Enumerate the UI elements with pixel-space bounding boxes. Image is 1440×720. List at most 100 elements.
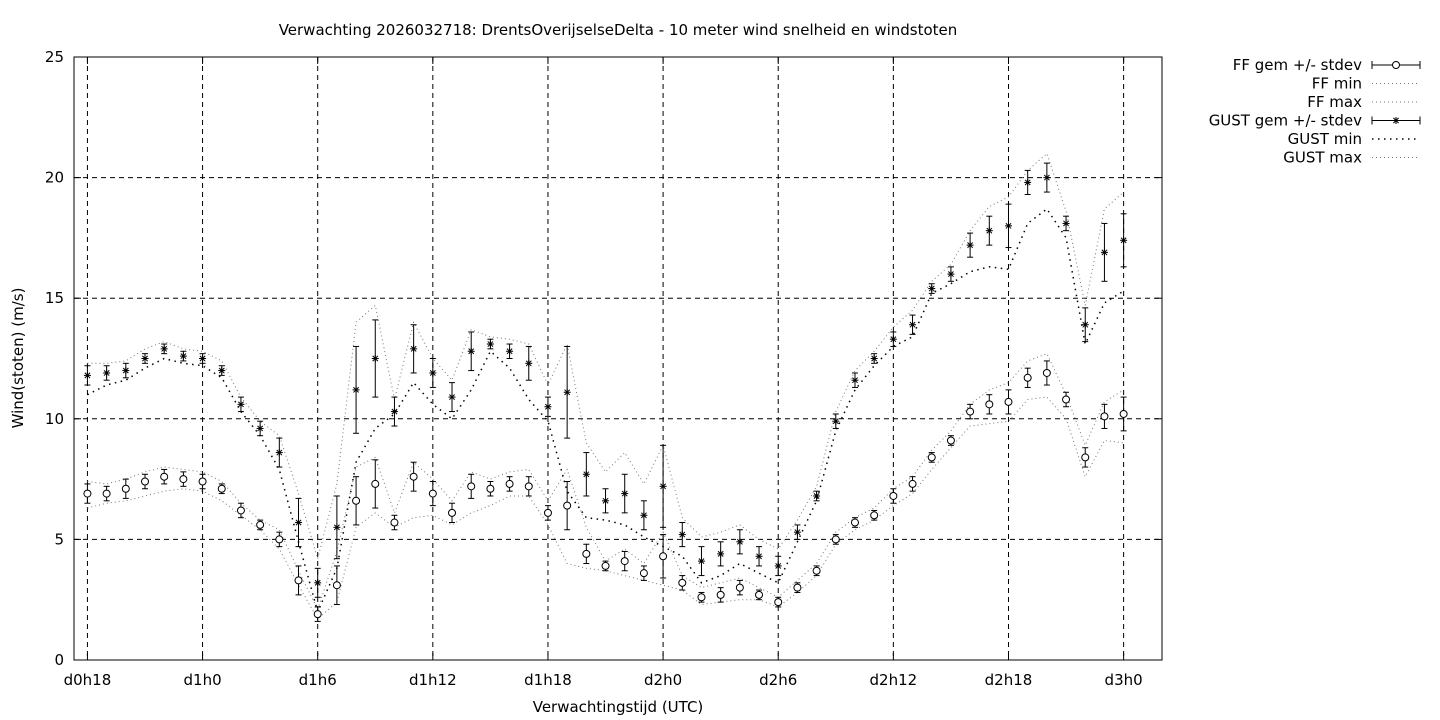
gust-point bbox=[371, 355, 379, 362]
legend-label-gust-min: GUST min bbox=[1288, 130, 1362, 148]
gust-point bbox=[275, 449, 283, 457]
ff-point bbox=[966, 407, 975, 416]
legend-sample-ff-gem-stdev bbox=[1371, 61, 1421, 69]
star-stroke bbox=[372, 355, 379, 362]
ff-point bbox=[486, 484, 495, 493]
star-stroke bbox=[468, 348, 475, 355]
ff-point bbox=[121, 484, 130, 493]
ff-point bbox=[179, 475, 188, 484]
ff-point bbox=[908, 479, 917, 488]
star-stroke bbox=[199, 355, 206, 362]
ff-point bbox=[927, 453, 936, 462]
legend-marker bbox=[1392, 61, 1400, 69]
ff-point bbox=[524, 482, 533, 491]
star-stroke bbox=[640, 512, 647, 519]
star-stroke bbox=[545, 403, 551, 410]
gust-point bbox=[314, 579, 322, 587]
gust-point bbox=[947, 270, 955, 278]
star-stroke bbox=[871, 355, 878, 362]
gust-point bbox=[352, 386, 360, 394]
star-stroke bbox=[180, 353, 187, 360]
star-stroke bbox=[813, 493, 820, 499]
ff-point bbox=[678, 578, 687, 587]
ff-point bbox=[505, 479, 514, 488]
gust-point bbox=[774, 562, 782, 570]
star-stroke bbox=[583, 471, 590, 478]
ff-point bbox=[332, 581, 341, 590]
x-tick-label: d2h12 bbox=[870, 671, 918, 689]
gust-point bbox=[793, 528, 801, 536]
gust-point bbox=[870, 355, 878, 362]
star-stroke bbox=[890, 336, 897, 343]
gust-point bbox=[1062, 219, 1070, 227]
gust-point bbox=[544, 403, 552, 411]
ff-point bbox=[217, 484, 226, 493]
gust-point bbox=[467, 347, 475, 355]
gust-point bbox=[525, 359, 533, 367]
star-stroke bbox=[391, 408, 398, 415]
star-stroke bbox=[237, 401, 244, 408]
gust-point bbox=[83, 371, 91, 379]
gust-point bbox=[199, 355, 207, 362]
star-stroke bbox=[756, 553, 762, 560]
y-tick-label: 10 bbox=[45, 410, 64, 428]
star-stroke bbox=[122, 367, 129, 374]
star-stroke bbox=[429, 370, 436, 376]
star-stroke bbox=[487, 341, 494, 347]
star-stroke bbox=[1101, 249, 1108, 256]
gust-point bbox=[602, 497, 610, 505]
gust-point bbox=[218, 367, 226, 375]
ff-point bbox=[601, 561, 610, 570]
ff-point bbox=[140, 477, 149, 486]
gust-point bbox=[909, 321, 917, 329]
gust-point bbox=[1043, 174, 1051, 182]
star-stroke bbox=[84, 372, 91, 379]
star-stroke bbox=[295, 519, 302, 526]
ff-point bbox=[774, 598, 783, 607]
star-stroke bbox=[698, 558, 705, 565]
ff-point bbox=[1023, 373, 1032, 382]
ff-point bbox=[294, 576, 303, 585]
y-tick-label: 20 bbox=[45, 169, 64, 187]
star-stroke bbox=[257, 425, 264, 432]
ff-point bbox=[1100, 412, 1109, 421]
gust-point bbox=[237, 400, 245, 408]
star-stroke bbox=[986, 227, 993, 234]
gust-point bbox=[486, 340, 494, 348]
x-tick-label: d1h6 bbox=[299, 671, 337, 689]
gust-point bbox=[659, 482, 667, 490]
gust-point bbox=[985, 227, 993, 235]
ff-point bbox=[256, 520, 265, 529]
gust-point bbox=[832, 417, 840, 425]
ff-point bbox=[448, 508, 457, 517]
legend-label-gust-gem-stdev: GUST gem +/- stdev bbox=[1209, 112, 1362, 130]
legend-label-ff-max: FF max bbox=[1307, 93, 1362, 111]
star-stroke bbox=[525, 360, 532, 367]
chart-title: Verwachting 2026032718: DrentsOverijsels… bbox=[279, 21, 958, 39]
gust-point bbox=[1004, 222, 1012, 230]
ff-point bbox=[409, 472, 418, 481]
ff-point bbox=[236, 506, 245, 515]
gust-point bbox=[256, 424, 264, 432]
star-stroke bbox=[103, 370, 110, 376]
ff-point bbox=[735, 583, 744, 592]
gust-point bbox=[755, 552, 763, 560]
gust-point bbox=[448, 393, 456, 401]
gust-point bbox=[851, 376, 859, 384]
ff-point bbox=[716, 590, 725, 599]
ff-point bbox=[812, 566, 821, 575]
ff-point bbox=[755, 590, 764, 599]
ff-point bbox=[467, 482, 476, 491]
gust-point bbox=[966, 241, 974, 249]
ff-point bbox=[160, 472, 169, 481]
axis-ticks: 0 5 10 15 20 25 d0h18 d1h0 d1h6 d1h12 d1h18 d2h0 d2h… bbox=[45, 48, 1162, 689]
star-stroke bbox=[314, 579, 321, 586]
star-stroke bbox=[353, 386, 360, 393]
ff-point bbox=[198, 477, 207, 486]
x-tick-label: d3h0 bbox=[1105, 671, 1143, 689]
ff-point bbox=[428, 489, 437, 498]
y-axis-label: Wind(stoten) (m/s) bbox=[9, 288, 27, 429]
x-axis-label: Verwachtingstijd (UTC) bbox=[533, 698, 704, 716]
x-tick-label: d1h0 bbox=[184, 671, 222, 689]
y-tick-label: 5 bbox=[54, 530, 64, 548]
